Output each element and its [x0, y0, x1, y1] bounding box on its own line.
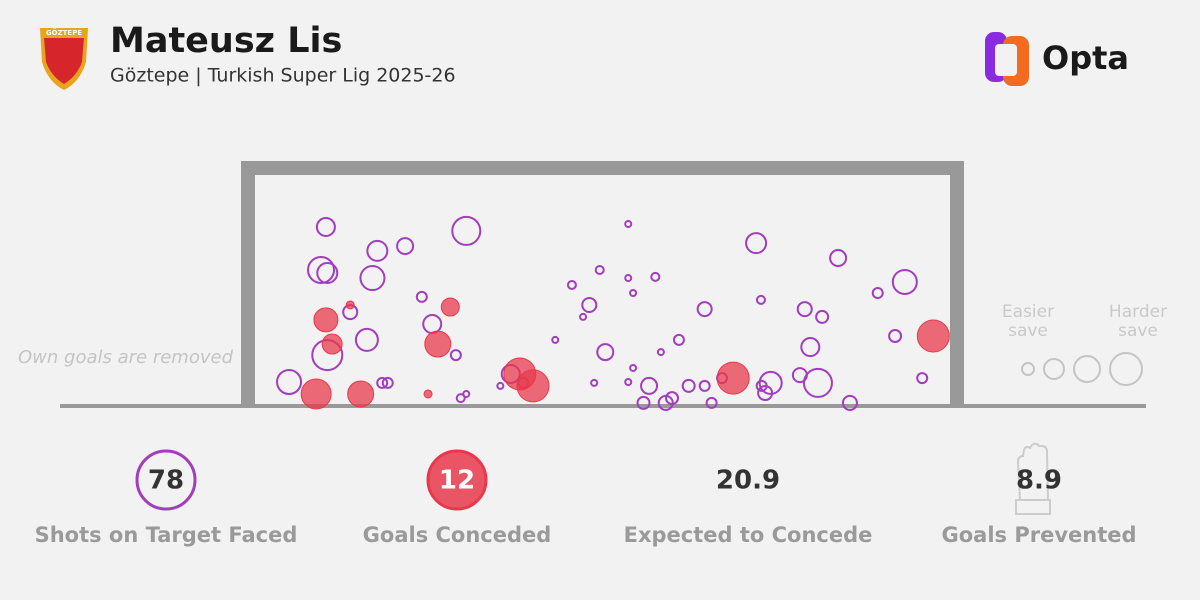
stat-value: 20.9 — [716, 466, 780, 496]
saved-shot — [665, 391, 679, 406]
stat-value: 78 — [148, 466, 184, 496]
goal-shot — [345, 300, 355, 310]
goal-shot — [321, 333, 343, 355]
saved-shot — [376, 376, 389, 389]
size-legend-circle — [1109, 352, 1143, 386]
saved-shot — [566, 279, 577, 290]
legend-label: Harder save — [1108, 302, 1168, 341]
saved-shot — [696, 301, 713, 318]
saved-shot — [698, 379, 711, 392]
saved-shot — [594, 264, 605, 275]
saved-shot — [802, 367, 833, 398]
stat-badge — [426, 449, 488, 511]
saved-shot — [916, 372, 929, 385]
saved-shot — [276, 369, 303, 395]
saved-shot — [796, 301, 813, 318]
stat-value: 12 — [439, 466, 475, 496]
saved-shot — [496, 381, 505, 390]
saved-shot — [800, 337, 821, 358]
saved-shot — [596, 343, 615, 362]
saved-shot — [629, 288, 638, 297]
saved-shot — [624, 274, 633, 283]
goal-shot — [440, 297, 460, 317]
stat-badge — [135, 449, 197, 511]
goal-shot — [347, 380, 375, 408]
saved-shot — [451, 215, 482, 246]
saved-shot — [354, 327, 379, 352]
saved-shot — [624, 378, 633, 386]
saved-shot — [455, 393, 466, 404]
saved-shot — [449, 349, 462, 362]
goal-shot — [716, 361, 750, 395]
goal-shot — [423, 389, 433, 399]
goal-shot — [300, 378, 332, 410]
saved-shot — [640, 376, 659, 395]
saved-shot — [871, 286, 884, 299]
stat-value: 8.9 — [1016, 466, 1062, 496]
title: Mateusz Lis — [110, 21, 342, 61]
saved-shot — [888, 329, 903, 343]
saved-shot — [551, 335, 560, 344]
saved-shot — [415, 290, 428, 303]
goal-shot — [424, 330, 452, 358]
stat-label: Shots on Target Faced — [35, 523, 298, 547]
stat-label: Expected to Concede — [624, 523, 873, 547]
goal-shot — [916, 319, 950, 353]
saved-shot — [656, 348, 665, 357]
opta-logo: Opta — [985, 32, 1129, 86]
saved-shot — [757, 385, 774, 402]
stat-label: Goals Prevented — [941, 523, 1136, 547]
glove-icon — [1015, 442, 1051, 515]
goal-shot — [516, 369, 550, 403]
logo-mark — [995, 44, 1017, 76]
saved-shot — [316, 261, 339, 284]
size-legend-circle — [1043, 358, 1065, 380]
goal-posts — [241, 161, 964, 406]
saved-shot — [829, 249, 848, 268]
crest-text: GÖZTEPE — [46, 28, 82, 37]
saved-shot — [422, 314, 443, 335]
saved-shot — [579, 312, 588, 321]
saved-shot — [758, 370, 783, 395]
subtitle: Göztepe | Turkish Super Lig 2025-26 — [110, 65, 456, 87]
saved-shot — [581, 296, 598, 313]
saved-shot — [745, 232, 768, 255]
stat-label: Goals Conceded — [363, 523, 552, 547]
goal-frame — [60, 161, 1146, 408]
saved-shot — [366, 239, 389, 262]
saved-shot — [359, 265, 386, 292]
saved-shot — [307, 255, 336, 284]
saved-shot — [629, 363, 638, 372]
saved-shot — [624, 219, 633, 228]
note: Own goals are removed — [18, 347, 234, 368]
saved-shot — [755, 294, 766, 305]
saved-shot — [636, 395, 651, 410]
size-legend-circle — [1021, 362, 1035, 376]
goal-shot — [313, 307, 339, 333]
brand: Opta — [1042, 39, 1129, 77]
saved-shot — [891, 268, 918, 295]
crest-inner — [44, 38, 84, 84]
saved-shot — [590, 378, 599, 387]
saved-shot — [396, 237, 415, 256]
saved-shot — [841, 394, 858, 411]
saved-shot — [672, 333, 685, 346]
saved-shot — [381, 376, 394, 389]
size-legend-circle — [1073, 355, 1101, 383]
saved-shot — [815, 309, 830, 324]
saved-shot — [705, 396, 718, 409]
saved-shot — [650, 271, 661, 282]
crest: GÖZTEPE — [40, 28, 88, 90]
saved-shot — [462, 389, 471, 398]
saved-shot — [681, 378, 696, 393]
saved-shot — [315, 216, 336, 237]
legend-label: Easier save — [1001, 302, 1055, 341]
